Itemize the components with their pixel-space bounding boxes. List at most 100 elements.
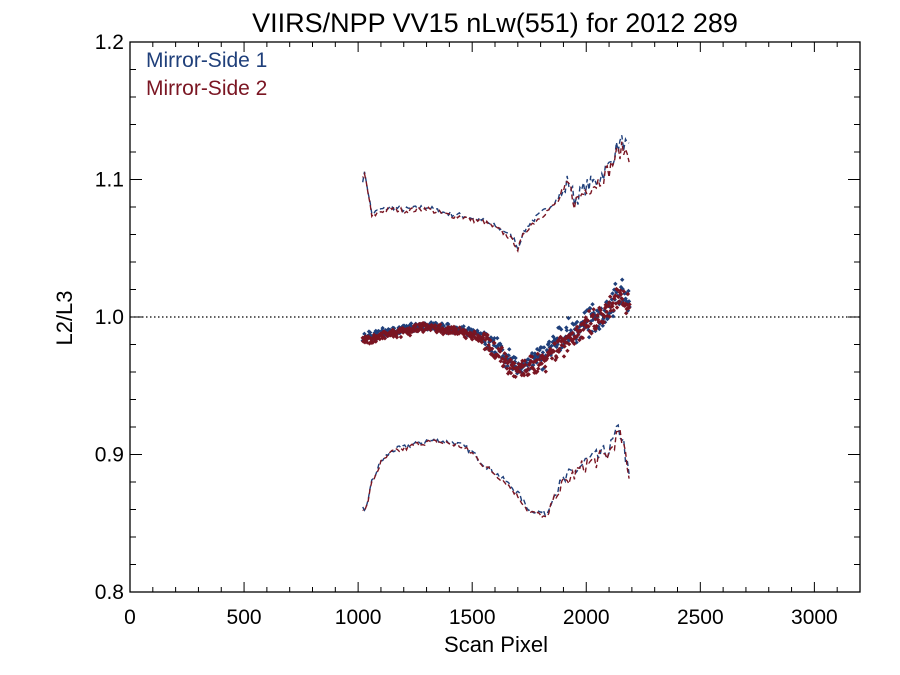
series-2-point (617, 299, 622, 304)
series-2-point (523, 362, 528, 367)
series-1-point (597, 326, 602, 332)
series-2-point (586, 308, 592, 314)
series-2-point (469, 337, 475, 342)
series-1-point (546, 339, 552, 344)
series-2-point (504, 354, 509, 359)
series-2-point (594, 323, 599, 329)
series-2-point (614, 305, 620, 310)
series-1-point (610, 291, 615, 296)
series-2-point (625, 291, 631, 297)
series-1-point (582, 310, 587, 315)
x-tick-label: 500 (227, 606, 262, 629)
series-2-point (618, 288, 623, 293)
series-2-point (576, 332, 581, 337)
series-2-point (556, 349, 562, 354)
series-1-point (507, 347, 512, 352)
series-2-point (507, 366, 513, 371)
series-2-point (508, 357, 513, 362)
series-1-point (513, 355, 518, 361)
series-2-point (536, 366, 541, 371)
series-2-point (517, 369, 523, 375)
axis-ticks-layer (129, 41, 860, 593)
series-2-point (398, 334, 404, 340)
series-2-point (499, 345, 505, 350)
series-2-point (407, 333, 413, 338)
series-2-point (485, 332, 490, 338)
y-axis-label: L2/L3 (52, 290, 77, 345)
series-2-point (610, 304, 615, 309)
y-tick-label: 1.2 (95, 31, 124, 54)
series-2-point (451, 324, 457, 330)
series-2-point (591, 307, 596, 312)
y-tick-label: 1.1 (95, 169, 124, 192)
series-2-point (615, 294, 621, 299)
series-1-point (531, 362, 536, 368)
legend-item-mirror-side-2: Mirror-Side 2 (146, 77, 267, 100)
series-2-point (561, 354, 567, 359)
series-2-point (613, 301, 619, 306)
series-2-point (627, 302, 632, 307)
series-1-point (555, 342, 560, 347)
series-2-point (413, 322, 418, 327)
series-2-point (585, 318, 591, 323)
series-2-point (543, 369, 548, 374)
series-2-point (489, 346, 495, 351)
series-2-point (457, 325, 462, 330)
series-2-point (525, 366, 531, 372)
series-2-point (608, 308, 613, 313)
series-2-point (508, 370, 514, 376)
series-2-point (529, 354, 535, 360)
series-2-point (537, 357, 542, 362)
series-1-point (626, 299, 632, 304)
series-2-point (535, 351, 540, 357)
series-2-point (454, 326, 459, 332)
series-2-point (601, 319, 607, 325)
series-2-point (551, 349, 556, 354)
series-2-point (626, 305, 632, 311)
x-tick-label: 0 (124, 606, 136, 629)
series-2-point (607, 314, 612, 319)
series-2-point (608, 294, 613, 299)
series-1-point (586, 335, 592, 340)
series-1-point (610, 314, 616, 319)
series-2-point (428, 327, 433, 333)
series-2-point (513, 374, 518, 380)
plot-area (129, 41, 861, 593)
series-2-point (512, 361, 517, 366)
series-1-upper-line (362, 135, 630, 251)
series-2-point (593, 326, 599, 332)
series-2-point (574, 324, 580, 330)
series-2-point (598, 307, 603, 313)
series-1-point (380, 325, 385, 331)
y-tick-label: 0.8 (95, 581, 124, 604)
series-2-point (496, 354, 502, 359)
series-2-point (539, 361, 544, 366)
series-1-point (483, 342, 488, 347)
series-2-point (484, 345, 489, 351)
series-1-point (619, 277, 625, 282)
series-1-point (376, 328, 381, 334)
series-1-point (626, 288, 631, 294)
x-tick-label: 1000 (335, 606, 382, 629)
series-2-point (501, 363, 506, 368)
series-2-point (588, 321, 594, 326)
series-2-point (504, 366, 510, 371)
series-2-point (610, 300, 616, 306)
series-2-point (586, 324, 591, 329)
series-2-point (611, 308, 616, 313)
series-1-point (541, 345, 547, 350)
series-2-point (554, 355, 559, 360)
series-2-upper-line (362, 141, 630, 253)
series-2-point (570, 330, 575, 336)
series-1-point (600, 323, 605, 328)
series-1-point (461, 324, 466, 329)
series-2-point (373, 339, 379, 344)
series-2-point (557, 346, 562, 352)
series-1-point (566, 315, 571, 321)
series-2-point (606, 300, 612, 305)
y-axis-tick-labels: 0.8 0.9 1.0 1.1 1.2 (95, 31, 124, 604)
x-tick-label: 1500 (449, 606, 496, 629)
series-1-lower-line (362, 423, 630, 517)
